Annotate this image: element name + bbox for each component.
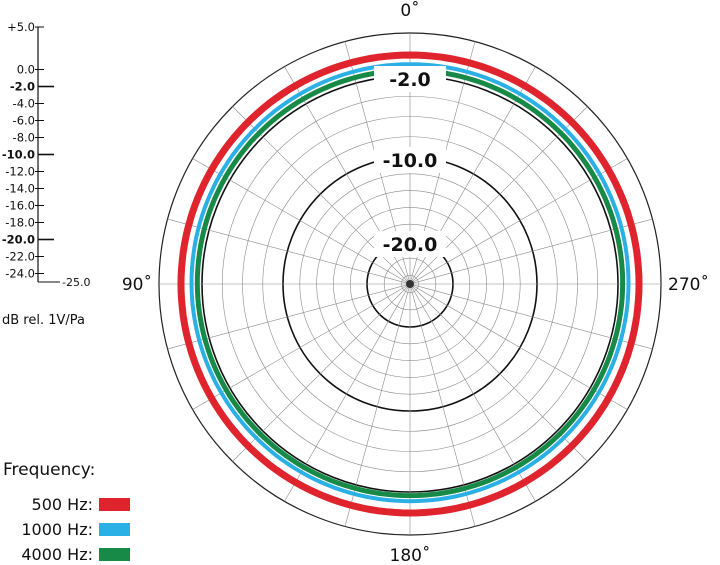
legend-label: 1000 Hz: bbox=[21, 520, 93, 539]
ring-label: -20.0 bbox=[383, 234, 438, 256]
series-line-4000-hz bbox=[194, 67, 626, 499]
grid-spoke bbox=[192, 158, 408, 283]
series-line-1000-hz bbox=[189, 62, 631, 504]
scale-tick-label: -18.0 bbox=[5, 216, 35, 230]
scale-tick-label: -22.0 bbox=[5, 250, 35, 264]
scale-tick-label: -8.0 bbox=[13, 131, 35, 145]
scale-tick-label: -2.0 bbox=[10, 80, 35, 94]
grid-spoke bbox=[412, 284, 653, 350]
scale-unit-label: dB rel. 1V/Pa bbox=[2, 313, 85, 328]
grid-spoke bbox=[412, 158, 628, 283]
scale-tick-label: -25.0 bbox=[62, 276, 90, 289]
scale-tick-label: 0.0 bbox=[17, 63, 35, 77]
legend-swatch bbox=[99, 523, 130, 536]
ring-label-bg bbox=[374, 231, 446, 257]
scale-tick-label: -14.0 bbox=[5, 182, 35, 196]
angle-labels: 0˚ 90˚ 270˚ 180˚ bbox=[122, 0, 709, 565]
scale-tick-label: -6.0 bbox=[13, 114, 35, 128]
scale-tick-label: -12.0 bbox=[5, 165, 35, 179]
series-line-500-hz bbox=[177, 51, 643, 517]
legend: Frequency: 500 Hz: 1000 Hz: 4000 Hz: bbox=[3, 460, 130, 564]
legend-label: 500 Hz: bbox=[32, 495, 93, 514]
center-dot bbox=[406, 280, 414, 288]
scale-tick-label: -4.0 bbox=[13, 97, 35, 111]
grid-spoke bbox=[412, 218, 653, 284]
series-group bbox=[177, 51, 643, 517]
db-scale: +5.0 0.0 -2.0 -4.0 -6.0 -8.0 -10.0 -12.0 -14.0 -1… bbox=[2, 20, 91, 328]
ring-label-bg bbox=[374, 147, 446, 173]
legend-title: Frequency: bbox=[3, 460, 95, 480]
grid-spoke bbox=[167, 218, 408, 284]
scale-tick-label: -16.0 bbox=[5, 199, 35, 213]
ring-label: -2.0 bbox=[389, 69, 431, 91]
angle-label-180: 180˚ bbox=[390, 545, 431, 565]
angle-label-90: 90˚ bbox=[122, 274, 152, 295]
scale-tick-label: -10.0 bbox=[2, 148, 35, 162]
ring-labels: -2.0 -10.0 -20.0 bbox=[374, 66, 446, 257]
angle-label-270: 270˚ bbox=[668, 274, 709, 295]
legend-label: 4000 Hz: bbox=[21, 545, 93, 564]
legend-swatch bbox=[99, 498, 130, 511]
scale-tick-label: -24.0 bbox=[5, 267, 35, 281]
ring-label-bg bbox=[374, 66, 446, 92]
scale-tick-label: +5.0 bbox=[7, 20, 35, 34]
polar-grid bbox=[158, 32, 662, 536]
grid-spoke bbox=[167, 284, 408, 350]
ring-label: -10.0 bbox=[383, 150, 438, 172]
angle-label-0: 0˚ bbox=[400, 0, 419, 21]
scale-tick-label: -20.0 bbox=[2, 233, 35, 247]
legend-swatch bbox=[99, 548, 130, 561]
